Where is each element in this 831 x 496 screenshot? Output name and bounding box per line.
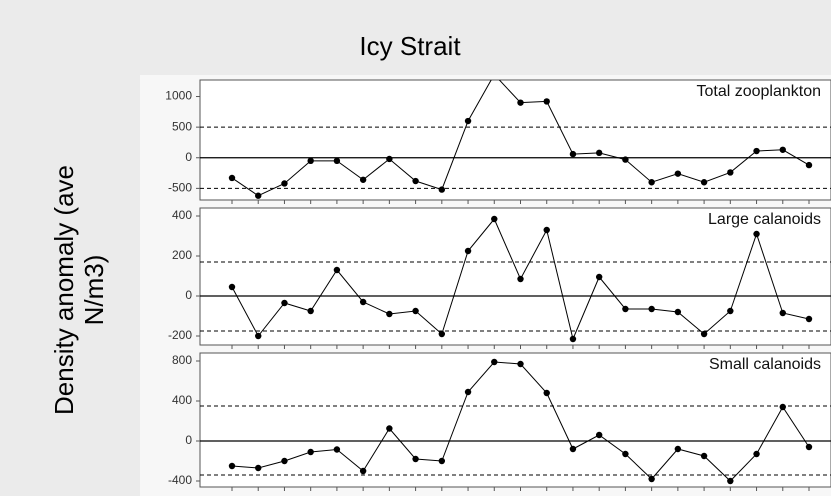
point: [779, 146, 786, 153]
point: [281, 180, 288, 187]
point: [228, 462, 236, 470]
point: [779, 309, 786, 317]
point: [333, 446, 341, 453]
point: [753, 450, 760, 458]
y-label: Density anomaly (aveN/m3): [49, 165, 109, 415]
point: [700, 179, 708, 186]
point: [700, 330, 708, 338]
point: [517, 275, 524, 283]
point: [359, 298, 367, 306]
point: [543, 389, 550, 397]
series: [228, 358, 813, 485]
point: [438, 457, 446, 465]
panel-annotation: Large calanoids: [708, 211, 821, 228]
point: [386, 155, 393, 163]
point: [464, 117, 472, 125]
point: [622, 450, 629, 458]
y-tick-label: 800: [172, 353, 192, 367]
point: [386, 425, 393, 432]
point: [727, 307, 734, 315]
point: [779, 403, 786, 411]
y-tick-label: 400: [172, 208, 192, 222]
point: [307, 307, 314, 315]
point: [622, 156, 629, 163]
y-tick-label: -200: [168, 328, 192, 342]
point: [622, 305, 629, 313]
point: [438, 330, 446, 338]
point: [333, 266, 341, 274]
point: [805, 315, 813, 323]
point: [674, 308, 682, 316]
panel: [199, 352, 831, 488]
point: [307, 448, 314, 456]
point: [674, 170, 682, 177]
y-label-group: Density anomaly (aveN/m3): [49, 165, 109, 415]
point: [464, 247, 472, 255]
y-tick-label: 500: [172, 119, 192, 133]
panel: [199, 207, 831, 346]
y-tick-label: -400: [168, 473, 192, 487]
panel-annotation: Small calanoids: [709, 356, 821, 373]
point: [753, 147, 760, 155]
series: [228, 215, 813, 343]
point: [805, 161, 813, 169]
panel: [199, 79, 831, 201]
point: [674, 445, 682, 453]
point: [333, 157, 341, 165]
point: [648, 179, 655, 186]
point: [359, 176, 367, 183]
y-tick-label: 400: [172, 393, 192, 407]
point: [464, 388, 472, 396]
point: [753, 230, 760, 238]
point: [517, 99, 524, 106]
point: [228, 283, 236, 291]
point: [281, 299, 288, 307]
point: [438, 186, 446, 193]
point: [412, 177, 419, 185]
y-tick-label: 0: [185, 288, 192, 302]
point: [491, 358, 498, 366]
point: [700, 452, 708, 460]
point: [255, 192, 262, 199]
y-tick-label: 0: [185, 150, 192, 164]
point: [255, 332, 262, 340]
y-tick-label: 200: [172, 248, 192, 262]
point: [386, 310, 393, 318]
point: [359, 467, 367, 475]
point: [255, 464, 262, 472]
point: [805, 443, 813, 451]
point: [727, 169, 734, 176]
point: [281, 457, 288, 465]
point: [569, 150, 577, 158]
point: [412, 307, 419, 315]
point: [595, 273, 603, 281]
y-tick-label: 1000: [165, 89, 192, 103]
y-tick-label: -500: [168, 181, 192, 195]
point: [307, 157, 314, 165]
point: [491, 215, 498, 223]
point: [228, 174, 236, 182]
point: [517, 360, 524, 368]
point: [648, 475, 655, 483]
series: [228, 80, 813, 199]
point: [648, 305, 655, 313]
point: [595, 149, 603, 157]
chart-title: Icy Strait: [359, 31, 461, 61]
y-tick-label: 0: [185, 433, 192, 447]
point: [569, 445, 577, 453]
point: [412, 455, 419, 463]
point: [543, 98, 550, 105]
point: [569, 335, 577, 343]
point: [727, 477, 734, 485]
point: [543, 226, 550, 234]
panel-annotation: Total zooplankton: [696, 83, 821, 100]
point: [595, 431, 603, 439]
